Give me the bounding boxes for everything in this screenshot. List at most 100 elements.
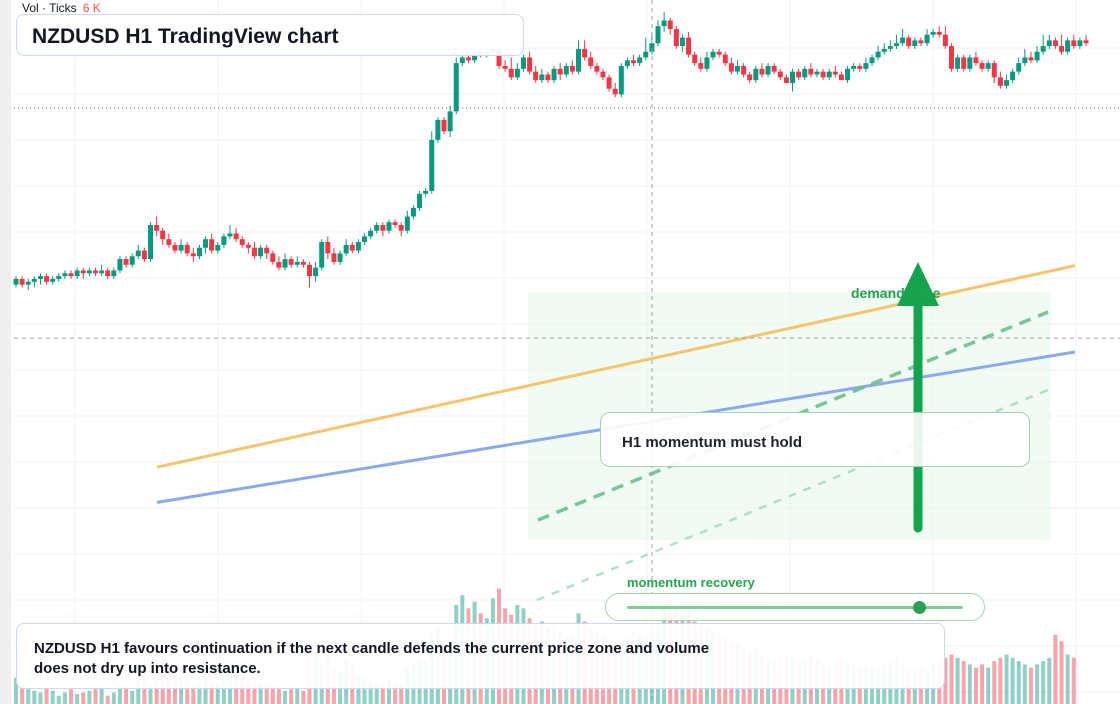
candle — [906, 34, 912, 49]
volume-bar — [955, 657, 960, 704]
volume-bar — [185, 679, 190, 704]
volume-bar — [136, 680, 141, 704]
candle — [203, 236, 209, 254]
volume-bar — [44, 687, 49, 704]
volume-bar — [87, 690, 92, 704]
candle — [258, 244, 264, 260]
candle — [796, 68, 802, 81]
volume-bar — [148, 685, 153, 704]
candle — [1065, 37, 1071, 55]
candle — [631, 54, 637, 66]
candle — [398, 222, 404, 237]
candle — [417, 190, 423, 211]
candles — [13, 12, 1089, 291]
volume-bar — [209, 682, 214, 704]
momentum-slider[interactable] — [605, 593, 985, 621]
candle — [166, 233, 172, 248]
volume-bar — [1059, 641, 1064, 704]
candle — [117, 256, 123, 274]
candle — [692, 51, 698, 66]
candle — [527, 51, 533, 75]
candle — [967, 54, 973, 72]
candle — [154, 216, 160, 237]
candle — [276, 256, 282, 271]
candle — [802, 65, 808, 81]
candle — [887, 40, 893, 52]
volume-bar — [992, 661, 997, 704]
volume-bar — [374, 682, 379, 704]
trend-line-secondary — [536, 388, 1049, 602]
candle — [141, 247, 147, 262]
candle — [985, 60, 991, 72]
candle — [991, 60, 997, 83]
candle — [753, 65, 759, 83]
volume-bar — [32, 690, 37, 704]
volume-bar — [399, 684, 404, 704]
candle — [973, 51, 979, 66]
candle — [386, 219, 392, 234]
candle — [86, 267, 92, 277]
candle — [337, 250, 343, 265]
candle — [545, 71, 551, 83]
candle — [227, 225, 233, 240]
candle — [404, 210, 410, 234]
candle — [209, 233, 215, 254]
candle — [68, 270, 74, 279]
candle — [851, 63, 857, 72]
candle — [245, 242, 251, 254]
volume-bar — [26, 689, 31, 704]
candle — [251, 242, 257, 260]
momentum-callout: H1 momentum must hold — [600, 412, 1030, 467]
candle — [900, 29, 906, 47]
candle — [135, 244, 141, 260]
candle — [643, 37, 649, 61]
candle — [380, 222, 386, 237]
candle — [368, 227, 374, 240]
volume-bar — [961, 661, 966, 704]
candle — [13, 276, 19, 288]
volume-bar — [117, 684, 122, 704]
volume-bar — [1035, 664, 1040, 704]
volume-bar — [368, 680, 373, 704]
volume-bar — [246, 679, 251, 704]
volume-bar — [1016, 661, 1021, 704]
candle — [129, 253, 135, 268]
volume-bar — [172, 674, 177, 704]
candle — [288, 256, 294, 268]
candle — [233, 227, 239, 243]
candle — [1016, 57, 1022, 75]
candle — [215, 242, 221, 254]
candle — [612, 83, 618, 98]
volume-bar — [1022, 664, 1027, 704]
candle — [221, 233, 227, 248]
volume-bar — [1053, 634, 1058, 704]
demand-zone-label: demand zone — [851, 285, 941, 301]
candle — [777, 68, 783, 81]
candle — [814, 68, 820, 78]
candle — [19, 276, 25, 288]
volume-bar — [998, 657, 1003, 704]
candle — [50, 276, 56, 285]
candle — [765, 63, 771, 78]
volume-bar — [380, 684, 385, 704]
candle — [820, 68, 826, 81]
candle — [667, 17, 673, 35]
candle — [160, 227, 166, 245]
candle — [349, 242, 355, 254]
candle — [447, 105, 453, 137]
candle — [374, 222, 380, 234]
volume-bar — [197, 680, 202, 704]
candle — [637, 54, 643, 66]
candle — [508, 57, 514, 81]
volume-legend[interactable]: Vol · Ticks 6 K — [22, 1, 101, 15]
candle — [1046, 34, 1052, 49]
volume-bar — [234, 674, 239, 704]
candle — [435, 117, 441, 143]
candle — [514, 63, 520, 81]
candle — [392, 219, 398, 228]
candle — [264, 244, 270, 260]
candle — [325, 236, 331, 260]
volume-bar — [986, 667, 991, 704]
momentum-knob[interactable] — [913, 601, 927, 614]
